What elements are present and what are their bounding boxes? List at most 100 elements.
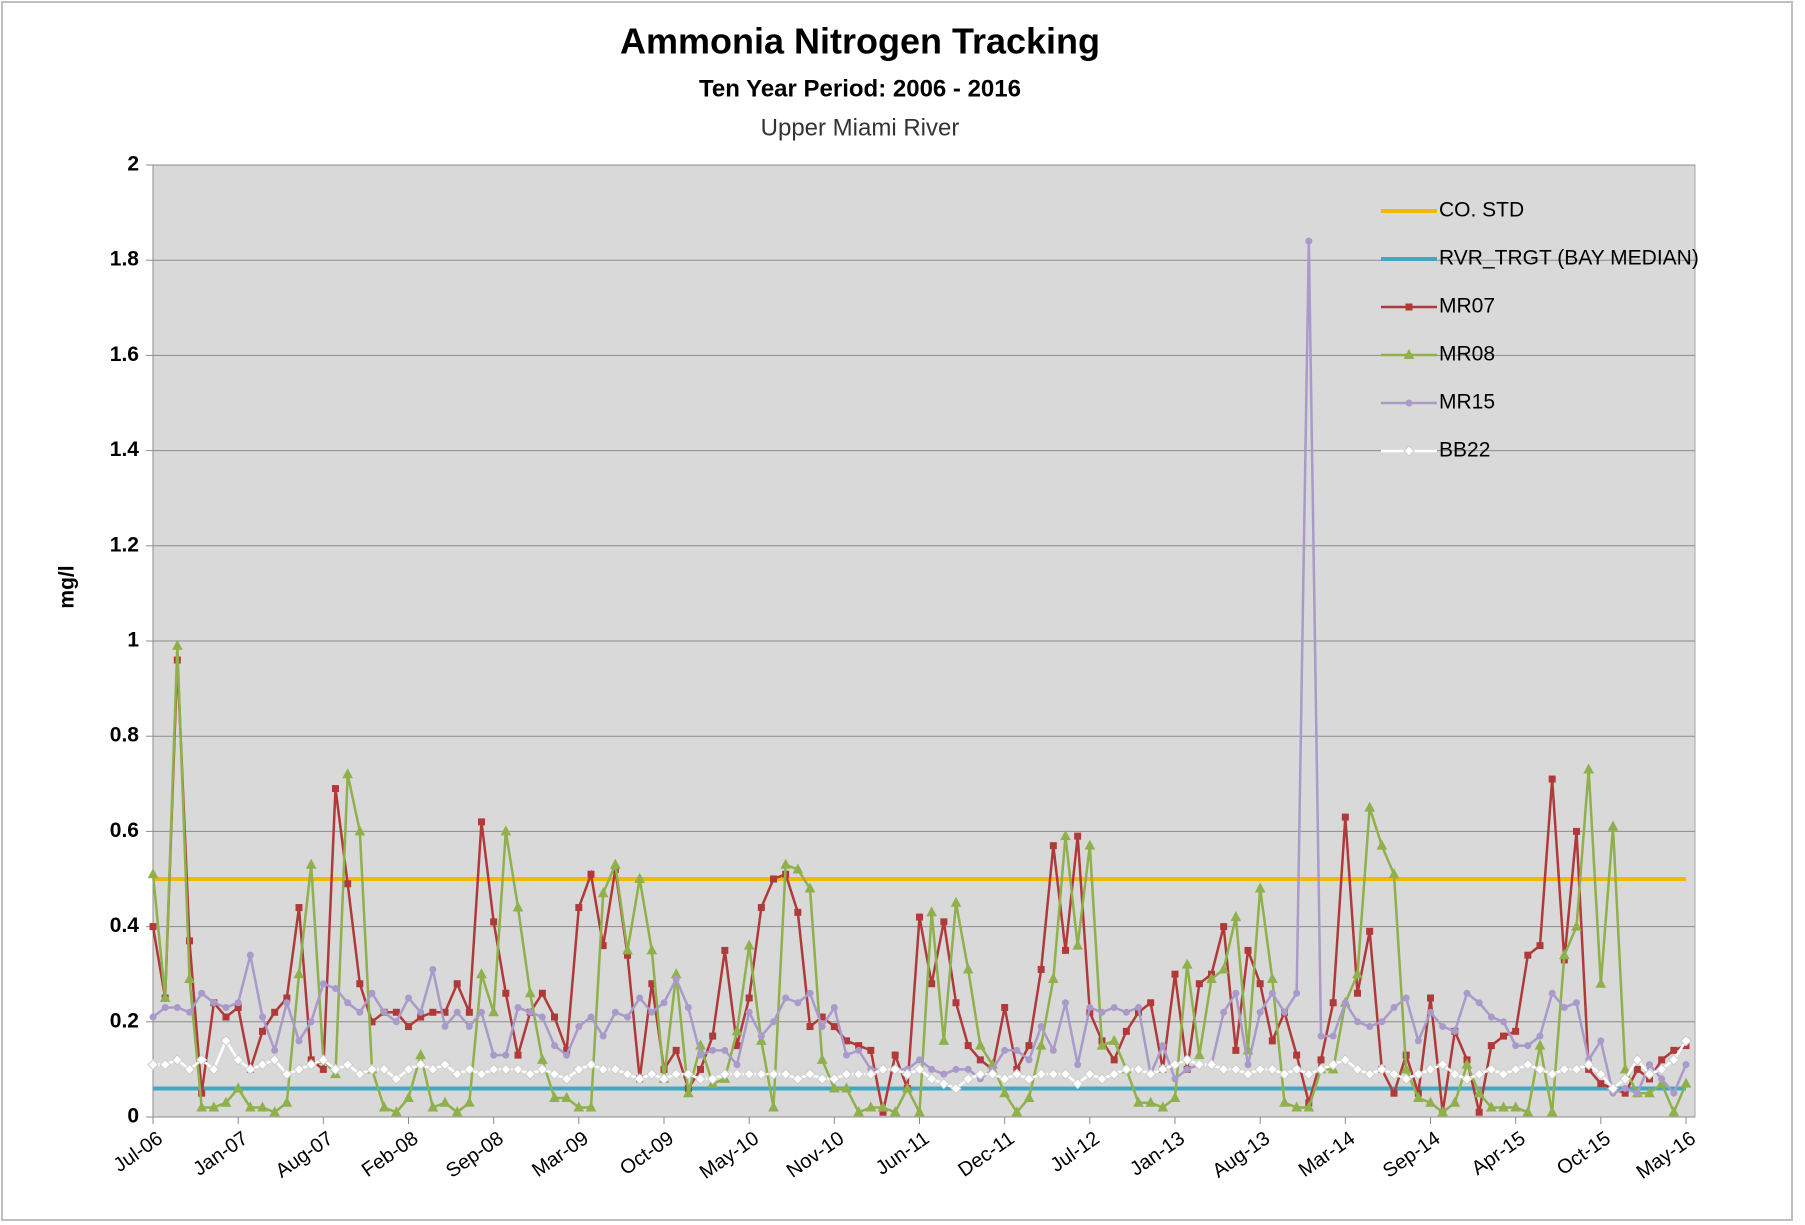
marker: [782, 994, 790, 1002]
marker: [159, 991, 171, 1002]
marker: [332, 984, 339, 992]
marker: [1049, 842, 1057, 850]
marker: [1267, 972, 1278, 983]
y-tick-label: 0.8: [110, 724, 140, 747]
marker: [1485, 1063, 1498, 1076]
marker: [1512, 1042, 1520, 1050]
marker: [767, 1068, 780, 1080]
marker: [1644, 1087, 1655, 1098]
marker: [1607, 820, 1619, 831]
marker: [770, 1018, 777, 1026]
marker: [1108, 1034, 1120, 1045]
marker: [1646, 1061, 1653, 1069]
marker: [1171, 970, 1179, 978]
marker: [998, 1073, 1011, 1085]
marker: [366, 1063, 378, 1076]
marker: [1035, 1039, 1047, 1050]
legend-label: MR15: [1439, 391, 1495, 414]
marker: [1619, 1073, 1631, 1085]
marker: [745, 994, 753, 1002]
marker: [1062, 946, 1069, 954]
marker: [1536, 1032, 1544, 1040]
marker: [709, 1032, 717, 1040]
marker: [1096, 1073, 1108, 1085]
marker: [792, 863, 804, 874]
marker: [232, 1082, 244, 1093]
marker: [149, 923, 157, 931]
marker: [1293, 1051, 1301, 1059]
marker: [1548, 775, 1556, 783]
marker: [1534, 1063, 1546, 1076]
y-tick-label: 0.6: [110, 819, 139, 842]
marker: [268, 1054, 281, 1066]
marker: [283, 999, 291, 1007]
marker: [1218, 963, 1229, 974]
marker: [1461, 1073, 1473, 1085]
marker: [271, 1008, 279, 1016]
marker: [293, 968, 305, 979]
marker: [779, 1068, 792, 1080]
marker: [818, 1023, 826, 1031]
marker: [1281, 1008, 1288, 1016]
marker: [1475, 1108, 1483, 1116]
marker: [1183, 1065, 1191, 1073]
marker: [1023, 1091, 1035, 1102]
marker: [222, 1013, 230, 1021]
marker: [1473, 1068, 1485, 1080]
marker: [159, 1058, 171, 1071]
marker: [841, 1082, 852, 1093]
marker: [573, 1063, 585, 1076]
marker: [1449, 1068, 1461, 1080]
marker: [1522, 1106, 1534, 1117]
marker: [950, 1082, 962, 1095]
marker: [1171, 1075, 1179, 1083]
marker: [986, 1068, 999, 1080]
marker: [575, 1023, 583, 1031]
marker: [1658, 1056, 1666, 1064]
series-markers: [149, 237, 1690, 1097]
marker: [281, 1068, 293, 1080]
marker: [1486, 1101, 1497, 1112]
marker: [1011, 1106, 1023, 1117]
marker: [1402, 994, 1410, 1002]
marker: [232, 1054, 244, 1066]
marker: [999, 1087, 1010, 1098]
marker: [865, 1068, 877, 1080]
marker: [1135, 1004, 1142, 1012]
marker: [538, 1013, 546, 1021]
marker: [721, 946, 729, 954]
marker: [1680, 1035, 1692, 1047]
marker: [1120, 1063, 1133, 1076]
marker: [1388, 1068, 1400, 1080]
marker: [670, 1068, 682, 1080]
marker: [1560, 1004, 1568, 1012]
marker: [938, 1034, 950, 1045]
marker: [1133, 1096, 1144, 1107]
marker: [198, 989, 206, 997]
chart-title: Ammonia Nitrogen Tracking: [620, 21, 1100, 62]
marker: [877, 1063, 889, 1076]
marker: [1412, 1068, 1425, 1080]
marker: [1098, 1008, 1106, 1016]
marker: [1546, 1068, 1558, 1080]
marker: [1573, 999, 1580, 1007]
marker: [344, 999, 352, 1007]
marker: [1595, 977, 1607, 988]
marker: [1232, 1046, 1240, 1054]
marker: [1351, 1063, 1364, 1076]
marker: [672, 975, 680, 983]
marker: [952, 999, 960, 1007]
marker: [1573, 827, 1580, 835]
marker: [1364, 801, 1375, 812]
marker: [1680, 1077, 1692, 1088]
marker: [962, 1073, 974, 1085]
marker: [621, 1068, 634, 1080]
marker: [1352, 968, 1363, 979]
marker: [392, 1008, 400, 1016]
marker: [1084, 839, 1096, 850]
marker: [1414, 1037, 1422, 1045]
marker: [380, 1008, 388, 1016]
marker: [1643, 1068, 1656, 1080]
marker: [964, 1065, 972, 1073]
marker: [877, 1101, 889, 1112]
